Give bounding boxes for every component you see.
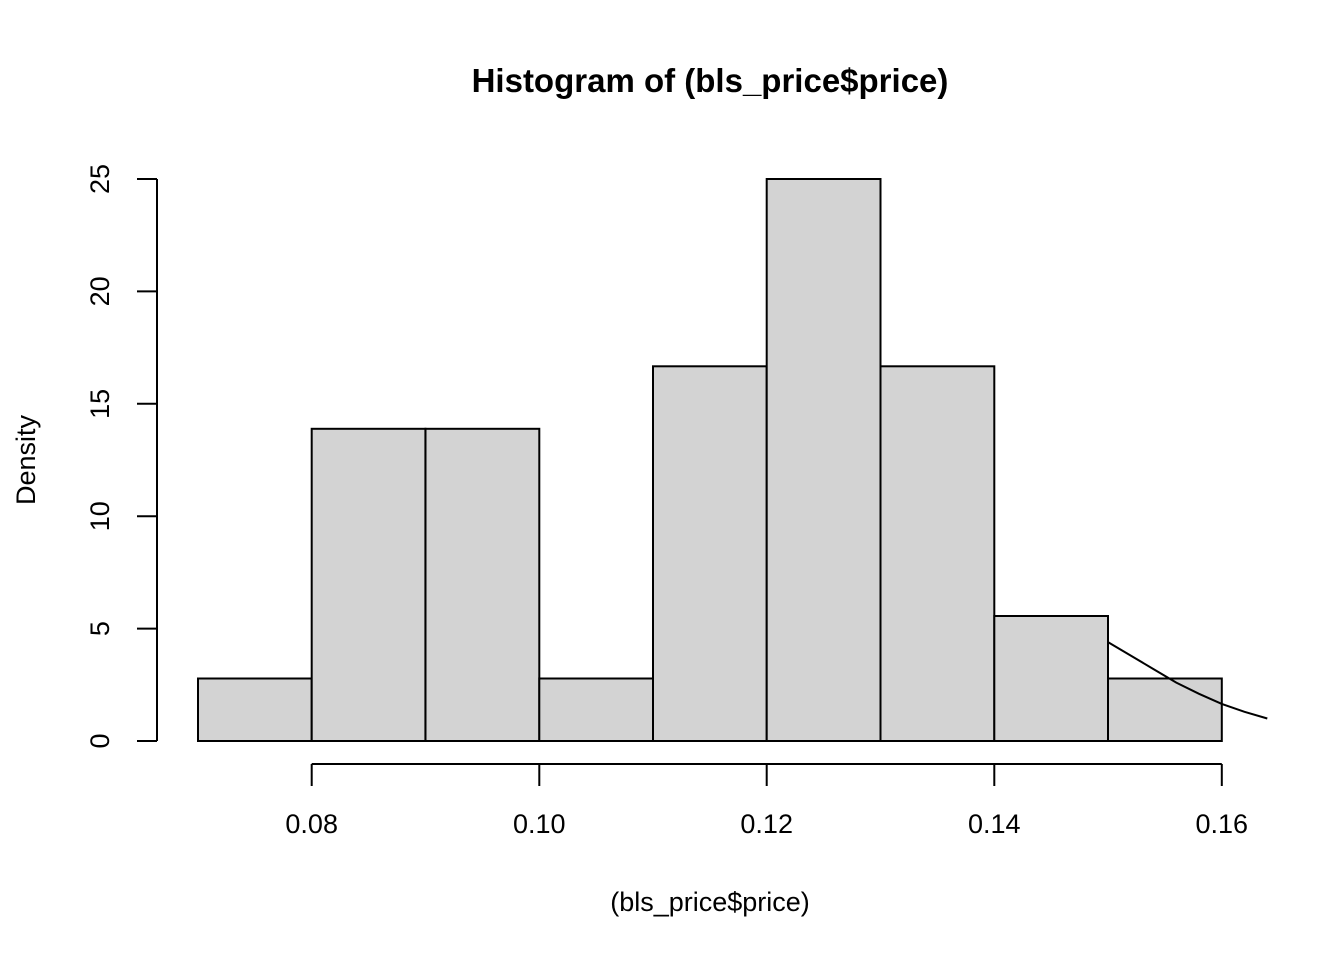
y-axis: 0 5 10 15 20 25	[85, 164, 158, 749]
y-tick-label-1: 0	[85, 733, 115, 748]
x-tick-label-4: 0.14	[968, 809, 1021, 839]
density-curve-layer	[1107, 641, 1268, 720]
x-axis-label: (bls_price$price)	[610, 887, 810, 917]
y-tick-label-3: 10	[85, 501, 115, 531]
y-tick-label-2: 5	[85, 621, 115, 636]
histogram-bar-4	[538, 677, 655, 742]
x-axis: 0.08 0.10 0.12 0.14 0.16	[285, 763, 1249, 839]
x-tick-label-1: 0.08	[285, 809, 338, 839]
x-tick-label-3: 0.12	[740, 809, 793, 839]
y-tick-label-6: 25	[85, 164, 115, 194]
y-tick-label-4: 15	[85, 389, 115, 419]
x-tick-label-2: 0.10	[513, 809, 566, 839]
histogram-bar-1	[197, 677, 313, 742]
y-tick-label-5: 20	[85, 276, 115, 306]
x-tick-label-5: 0.16	[1196, 809, 1249, 839]
histogram-bar-5	[652, 365, 768, 742]
histogram-bar-2	[310, 427, 427, 742]
histogram-bars	[197, 178, 1223, 742]
histogram-bar-9	[1107, 677, 1223, 742]
histogram-bar-6	[765, 178, 882, 742]
histogram-bar-8	[993, 615, 1109, 742]
y-axis-label: Density	[11, 414, 41, 505]
histogram-bar-3	[424, 427, 541, 742]
histogram-bar-7	[879, 365, 996, 742]
chart-title: Histogram of (bls_price$price)	[472, 62, 949, 99]
density-curve	[1107, 641, 1268, 720]
